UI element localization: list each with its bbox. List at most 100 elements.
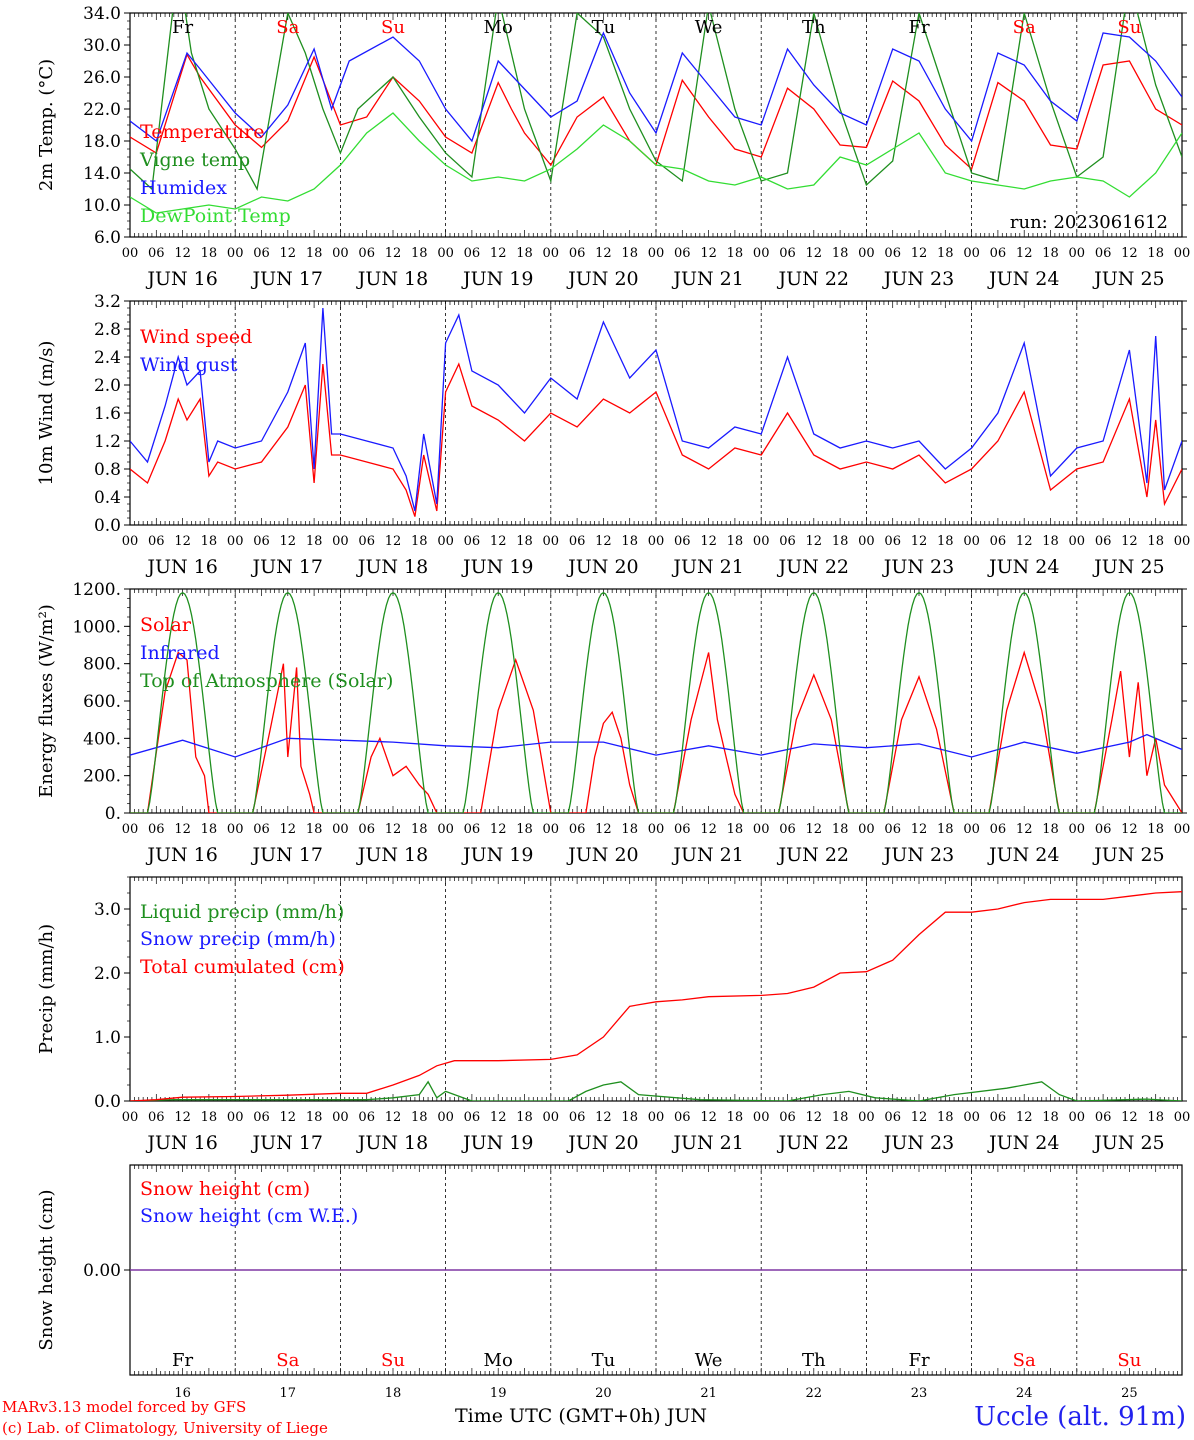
date-label: JUN 19: [461, 1132, 533, 1154]
hour-tick-label: 12: [280, 822, 297, 837]
hour-tick-label: 12: [911, 246, 928, 261]
date-label: JUN 16: [145, 844, 217, 866]
hour-tick-label: 00: [1174, 246, 1191, 261]
hour-tick-label: 00: [753, 246, 770, 261]
hour-tick-label: 06: [253, 822, 270, 837]
hour-tick-label: 12: [595, 246, 612, 261]
legend-green: Liquid precip (mm/h): [140, 901, 344, 923]
hour-tick-label: 06: [358, 822, 375, 837]
hour-tick-label: 00: [122, 534, 139, 549]
date-label: JUN 25: [1092, 844, 1164, 866]
hour-tick-label: 06: [569, 1110, 586, 1125]
date-label: JUN 16: [145, 556, 217, 578]
date-label: JUN 23: [882, 556, 954, 578]
y-tick-label: 1.2: [94, 432, 121, 452]
hour-tick-label: 18: [411, 1110, 428, 1125]
hour-tick-label: 00: [753, 1110, 770, 1125]
y-axis-title: Snow height (cm): [36, 1189, 57, 1350]
y-tick-label: 18.0: [83, 132, 121, 152]
day-number-label: 24: [1016, 1386, 1033, 1400]
hour-tick-label: 18: [411, 534, 428, 549]
y-tick-label: 0.00: [83, 1261, 121, 1281]
day-number-label: 25: [1121, 1386, 1138, 1400]
hour-tick-label: 00: [963, 1110, 980, 1125]
legend-blue: Snow height (cm W.E.): [140, 1205, 358, 1227]
hour-tick-label: 18: [201, 534, 218, 549]
hour-tick-label: 18: [832, 534, 849, 549]
date-label: JUN 17: [251, 556, 323, 578]
hour-tick-label: 00: [858, 246, 875, 261]
hour-tick-label: 00: [332, 1110, 349, 1125]
legend-red: Temperature: [140, 121, 264, 143]
weekday-label: Th: [802, 1350, 826, 1371]
hour-tick-label: 12: [1121, 1110, 1138, 1125]
date-label: JUN 18: [356, 1132, 428, 1154]
date-label: JUN 22: [777, 844, 849, 866]
hour-tick-label: 18: [201, 822, 218, 837]
hour-tick-label: 00: [437, 246, 454, 261]
date-label: JUN 24: [987, 844, 1059, 866]
hour-tick-label: 18: [937, 822, 954, 837]
hour-tick-label: 06: [674, 822, 691, 837]
day-number-label: 21: [700, 1386, 717, 1400]
hour-tick-label: 12: [700, 1110, 717, 1125]
y-tick-label: 1200.: [72, 580, 121, 600]
panel-precip: 0.0 1.0 2.0 3.0 Precip (mm/h) Liquid precip (…: [36, 876, 1190, 1154]
weekday-label: Tu: [592, 17, 616, 38]
hour-tick-label: 06: [569, 246, 586, 261]
date-label: JUN 17: [251, 844, 323, 866]
date-label: JUN 23: [882, 268, 954, 290]
weekday-label: Tu: [592, 1350, 616, 1371]
hour-tick-label: 18: [306, 534, 323, 549]
hour-tick-label: 06: [779, 1110, 796, 1125]
hour-tick-label: 06: [464, 534, 481, 549]
hour-tick-label: 12: [174, 534, 191, 549]
hour-tick-label: 06: [253, 534, 270, 549]
hour-tick-label: 00: [648, 1110, 665, 1125]
hour-tick-label: 12: [1016, 1110, 1033, 1125]
hour-tick-label: 06: [674, 534, 691, 549]
date-label: JUN 19: [461, 844, 533, 866]
hour-tick-label: 18: [621, 822, 638, 837]
y-tick-label: 0.0: [94, 1092, 121, 1112]
hour-tick-label: 00: [753, 534, 770, 549]
hour-tick-label: 12: [490, 822, 507, 837]
lab-credit: (c) Lab. of Climatology, University of L…: [2, 1419, 328, 1437]
weekday-label: Th: [802, 17, 826, 38]
hour-tick-label: 12: [490, 246, 507, 261]
hour-tick-label: 18: [1042, 822, 1059, 837]
panel-energy: 0. 200. 400. 600. 800. 1000. 1200. Energy fluxe…: [36, 580, 1190, 866]
y-tick-label: 1.0: [94, 1028, 121, 1048]
legend-green: Top of Atmosphere (Solar): [140, 670, 393, 692]
station-label: Uccle (alt. 91m): [974, 1402, 1186, 1432]
hour-tick-label: 00: [227, 822, 244, 837]
hour-tick-label: 12: [595, 822, 612, 837]
hour-tick-label: 06: [358, 534, 375, 549]
y-tick-label: 30.0: [83, 36, 121, 56]
hour-tick-label: 18: [1147, 534, 1164, 549]
date-label: JUN 16: [145, 1132, 217, 1154]
hour-tick-label: 06: [464, 1110, 481, 1125]
y-tick-label: 34.0: [83, 4, 121, 24]
series-group: [130, 13, 1182, 214]
legend-blue: Infrared: [140, 642, 220, 664]
hour-tick-label: 06: [464, 822, 481, 837]
date-label: JUN 22: [777, 1132, 849, 1154]
hour-tick-label: 18: [516, 1110, 533, 1125]
hour-tick-label: 12: [1016, 822, 1033, 837]
hour-tick-label: 06: [884, 1110, 901, 1125]
hour-tick-label: 06: [884, 534, 901, 549]
hour-tick-label: 18: [516, 246, 533, 261]
y-tick-label: 400.: [83, 729, 121, 749]
hour-tick-label: 12: [911, 1110, 928, 1125]
weekday-label: Fr: [172, 17, 193, 38]
y-tick-label: 14.0: [83, 164, 121, 184]
weekday-label: Sa: [1013, 1350, 1036, 1371]
y-tick-label: 1000.: [72, 617, 121, 637]
hour-tick-label: 06: [1095, 822, 1112, 837]
date-label: JUN 16: [145, 268, 217, 290]
hour-tick-label: 12: [385, 534, 402, 549]
hour-tick-label: 00: [543, 1110, 560, 1125]
plot-frame: [129, 588, 1183, 814]
hour-tick-label: 00: [1174, 534, 1191, 549]
